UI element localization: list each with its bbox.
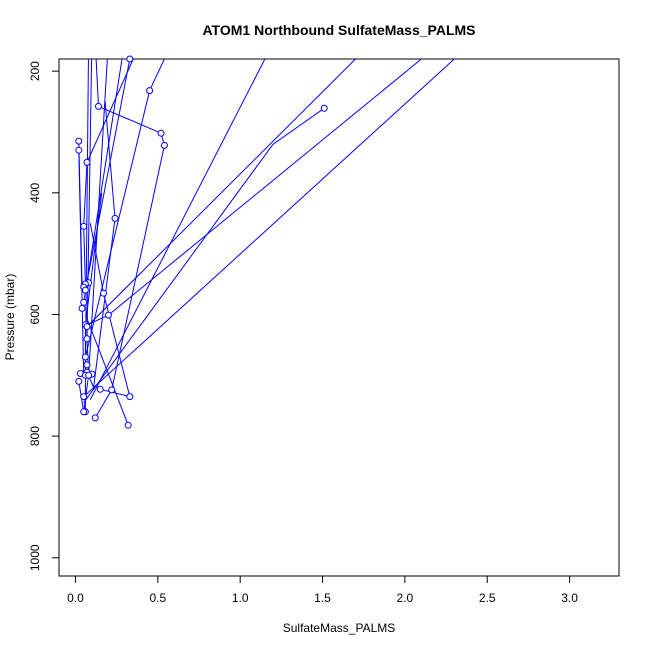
x-tick-label: 3.0 [561,591,578,605]
x-axis-label: SulfateMass_PALMS [283,621,396,635]
y-tick-label: 1000 [28,544,42,571]
data-point [80,298,88,306]
x-axis: 0.0 0.5 1.0 1.5 2.0 2.5 3.0 [67,575,578,605]
series-points [75,55,328,429]
y-tick-label: 400 [28,182,42,202]
series-line [89,223,131,398]
series-line [83,107,325,403]
series-line [86,59,356,327]
x-tick-label: 2.5 [479,591,496,605]
data-point [108,386,116,394]
data-point [81,286,89,294]
data-point [81,353,89,361]
x-tick-label: 1.5 [314,591,331,605]
data-point [91,414,99,422]
x-tick-label: 2.0 [397,591,414,605]
data-point [160,141,168,149]
y-tick-label: 200 [28,61,42,81]
data-point [95,102,102,110]
data-point [80,408,88,416]
data-point [83,158,91,166]
x-tick-label: 1.0 [232,591,249,605]
x-tick-label: 0.0 [67,591,84,605]
y-tick-label: 800 [28,426,42,446]
data-point [85,371,93,379]
data-point [126,393,134,401]
series-line [83,59,455,397]
data-point [75,137,83,145]
data-point [104,311,112,319]
data-point [75,377,83,385]
y-tick-label: 600 [28,304,42,324]
series-line [89,59,266,400]
data-point [80,222,88,230]
data-point [124,421,132,429]
series-line [84,314,129,426]
series-line [78,141,83,288]
data-point [320,104,328,112]
data-point [126,55,134,63]
data-point [83,361,91,369]
series-line [94,59,165,419]
data-point [100,289,107,297]
data-point [83,323,91,331]
series-line [83,59,134,285]
data-point [96,385,104,393]
data-point [157,129,165,137]
y-axis: 200 400 600 800 1000 [28,61,60,571]
data-point [75,146,83,154]
series-line [84,59,165,358]
data-point [83,335,91,343]
x-tick-label: 0.5 [149,591,166,605]
series-line [86,101,116,390]
data-point [80,393,88,401]
data-point [146,87,154,95]
chart-title: ATOM1 Northbound SulfateMass_PALMS [202,22,475,38]
y-axis-label: Pressure (mbar) [3,274,17,361]
data-point [78,304,86,312]
data-point [111,214,119,222]
